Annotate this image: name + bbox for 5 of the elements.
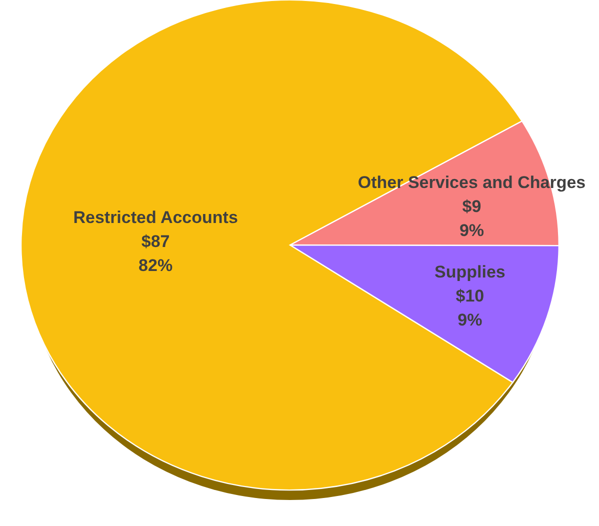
slice-label: Supplies: [434, 262, 506, 282]
data-label: $87 82%: [138, 232, 173, 275]
data-label: $10 9%: [456, 286, 484, 330]
data-label: $9 9%: [459, 197, 484, 240]
slice-label: Restricted Accounts: [73, 208, 238, 227]
